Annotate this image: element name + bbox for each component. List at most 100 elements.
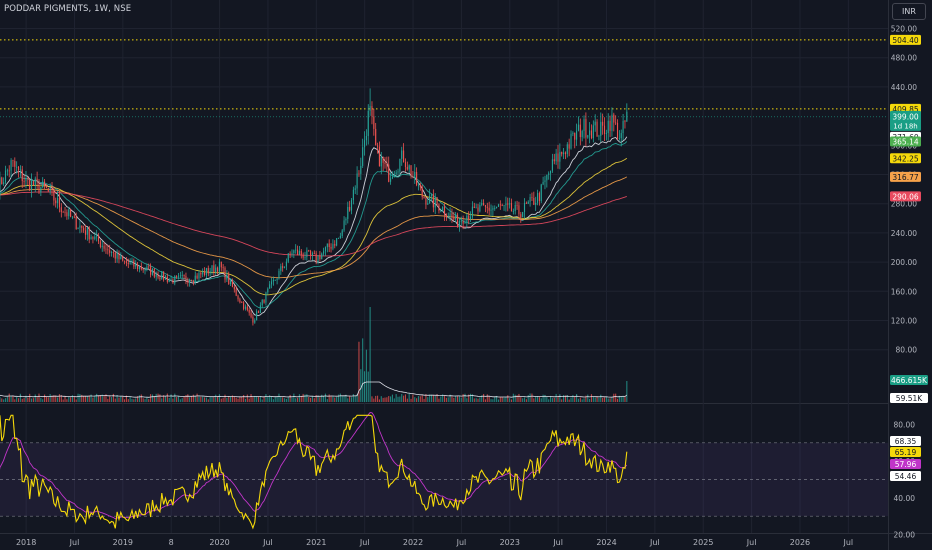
candle <box>523 198 526 219</box>
volume-bar <box>620 396 622 402</box>
time-axis[interactable]: 2018 Jul 2019 8 2020 Jul 2021 Jul 2022 Jul 2023 Jul… <box>16 538 853 547</box>
volume-bar <box>270 396 273 402</box>
candle <box>419 182 421 191</box>
candle-body <box>520 214 522 218</box>
rsi-pane[interactable] <box>0 412 888 530</box>
volume-bar <box>471 394 473 402</box>
candle-body <box>516 205 518 206</box>
candle-body <box>391 177 393 179</box>
time-tick-label: Jul <box>359 538 370 547</box>
volume-bar <box>192 394 194 402</box>
candle <box>484 204 487 213</box>
candle <box>408 164 410 173</box>
candle <box>579 118 581 146</box>
volume-bar <box>391 394 393 402</box>
candle <box>471 201 473 220</box>
volume-bar <box>283 398 286 402</box>
candle <box>107 244 109 255</box>
volume-bar <box>375 395 377 402</box>
candle <box>600 112 602 143</box>
volume-bar <box>10 395 12 402</box>
candle <box>568 138 570 157</box>
candle-body <box>319 255 321 260</box>
candle <box>570 130 572 150</box>
candle <box>105 243 107 254</box>
volume-bar <box>44 394 46 402</box>
candle <box>512 208 514 215</box>
candle-body <box>179 275 181 277</box>
candle-body <box>438 204 440 211</box>
candle <box>315 250 317 265</box>
volume-bar <box>254 395 256 402</box>
candle-body <box>110 252 113 253</box>
candle <box>587 134 589 139</box>
candle <box>302 252 304 261</box>
volume-bar <box>395 394 397 402</box>
volume-bar <box>233 396 235 402</box>
candle-body <box>622 121 624 134</box>
volume-bar <box>257 396 260 402</box>
candle-body <box>244 306 247 309</box>
candle <box>285 258 287 271</box>
time-tick-label: 2026 <box>790 538 810 547</box>
candle <box>417 181 420 191</box>
volume-bar <box>390 396 392 402</box>
candle-body <box>261 299 263 306</box>
candle-body <box>118 252 120 260</box>
volume-bar <box>436 394 438 402</box>
volume-bar <box>105 394 107 402</box>
volume-bar <box>429 394 431 402</box>
candle-body <box>464 222 466 224</box>
volume-bar <box>224 394 226 402</box>
price-axis[interactable]: 120.00160.00200.00240.00280.00320.00360.… <box>890 25 928 540</box>
volume-bar <box>157 393 159 402</box>
volume-bar <box>311 396 314 402</box>
volume-bar <box>125 395 127 402</box>
candle <box>343 216 345 232</box>
price-value-tag: 342.25 <box>890 153 921 164</box>
candle-body <box>19 169 21 171</box>
candle-body <box>332 244 334 249</box>
volume-bar <box>306 394 308 402</box>
volume-bar <box>291 397 293 402</box>
candle <box>129 258 131 265</box>
volume-bar <box>148 399 150 402</box>
candle <box>38 178 40 194</box>
candle-body <box>360 165 362 174</box>
candle <box>94 232 96 241</box>
volume-bar <box>99 395 101 402</box>
currency-button[interactable]: INR <box>892 3 926 20</box>
volume-bar <box>590 394 593 402</box>
candle-body <box>105 248 107 250</box>
candle-body <box>202 271 204 275</box>
candle-body <box>75 216 77 230</box>
candle <box>170 275 172 282</box>
value-tag-bg <box>890 436 921 446</box>
candle <box>230 279 232 286</box>
volume-bar <box>122 396 124 402</box>
candle-body <box>215 267 217 273</box>
volume-bar <box>536 396 539 402</box>
price-pane[interactable] <box>0 39 888 326</box>
candle-body <box>109 250 111 253</box>
volume-bar <box>187 394 189 402</box>
candle-body <box>430 194 433 196</box>
candle <box>564 151 566 160</box>
volume-bar <box>185 395 187 402</box>
candle-body <box>66 212 68 217</box>
candle-body <box>36 178 38 182</box>
candle-body <box>287 253 289 262</box>
candle-body <box>529 197 531 202</box>
candle-body <box>412 176 414 178</box>
value-tag-text: 57.96 <box>895 460 917 469</box>
volume-bar <box>276 396 278 402</box>
candle-body <box>51 188 53 191</box>
value-tag-text: 365.14 <box>892 138 918 147</box>
volume-bar <box>442 394 444 402</box>
price-value-tag: 365.14 <box>890 136 921 147</box>
candle <box>189 278 191 287</box>
candle-body <box>241 302 243 304</box>
volume-bar <box>512 393 514 402</box>
symbol-title[interactable]: PODDAR PIGMENTS, 1W, NSE <box>4 4 132 14</box>
